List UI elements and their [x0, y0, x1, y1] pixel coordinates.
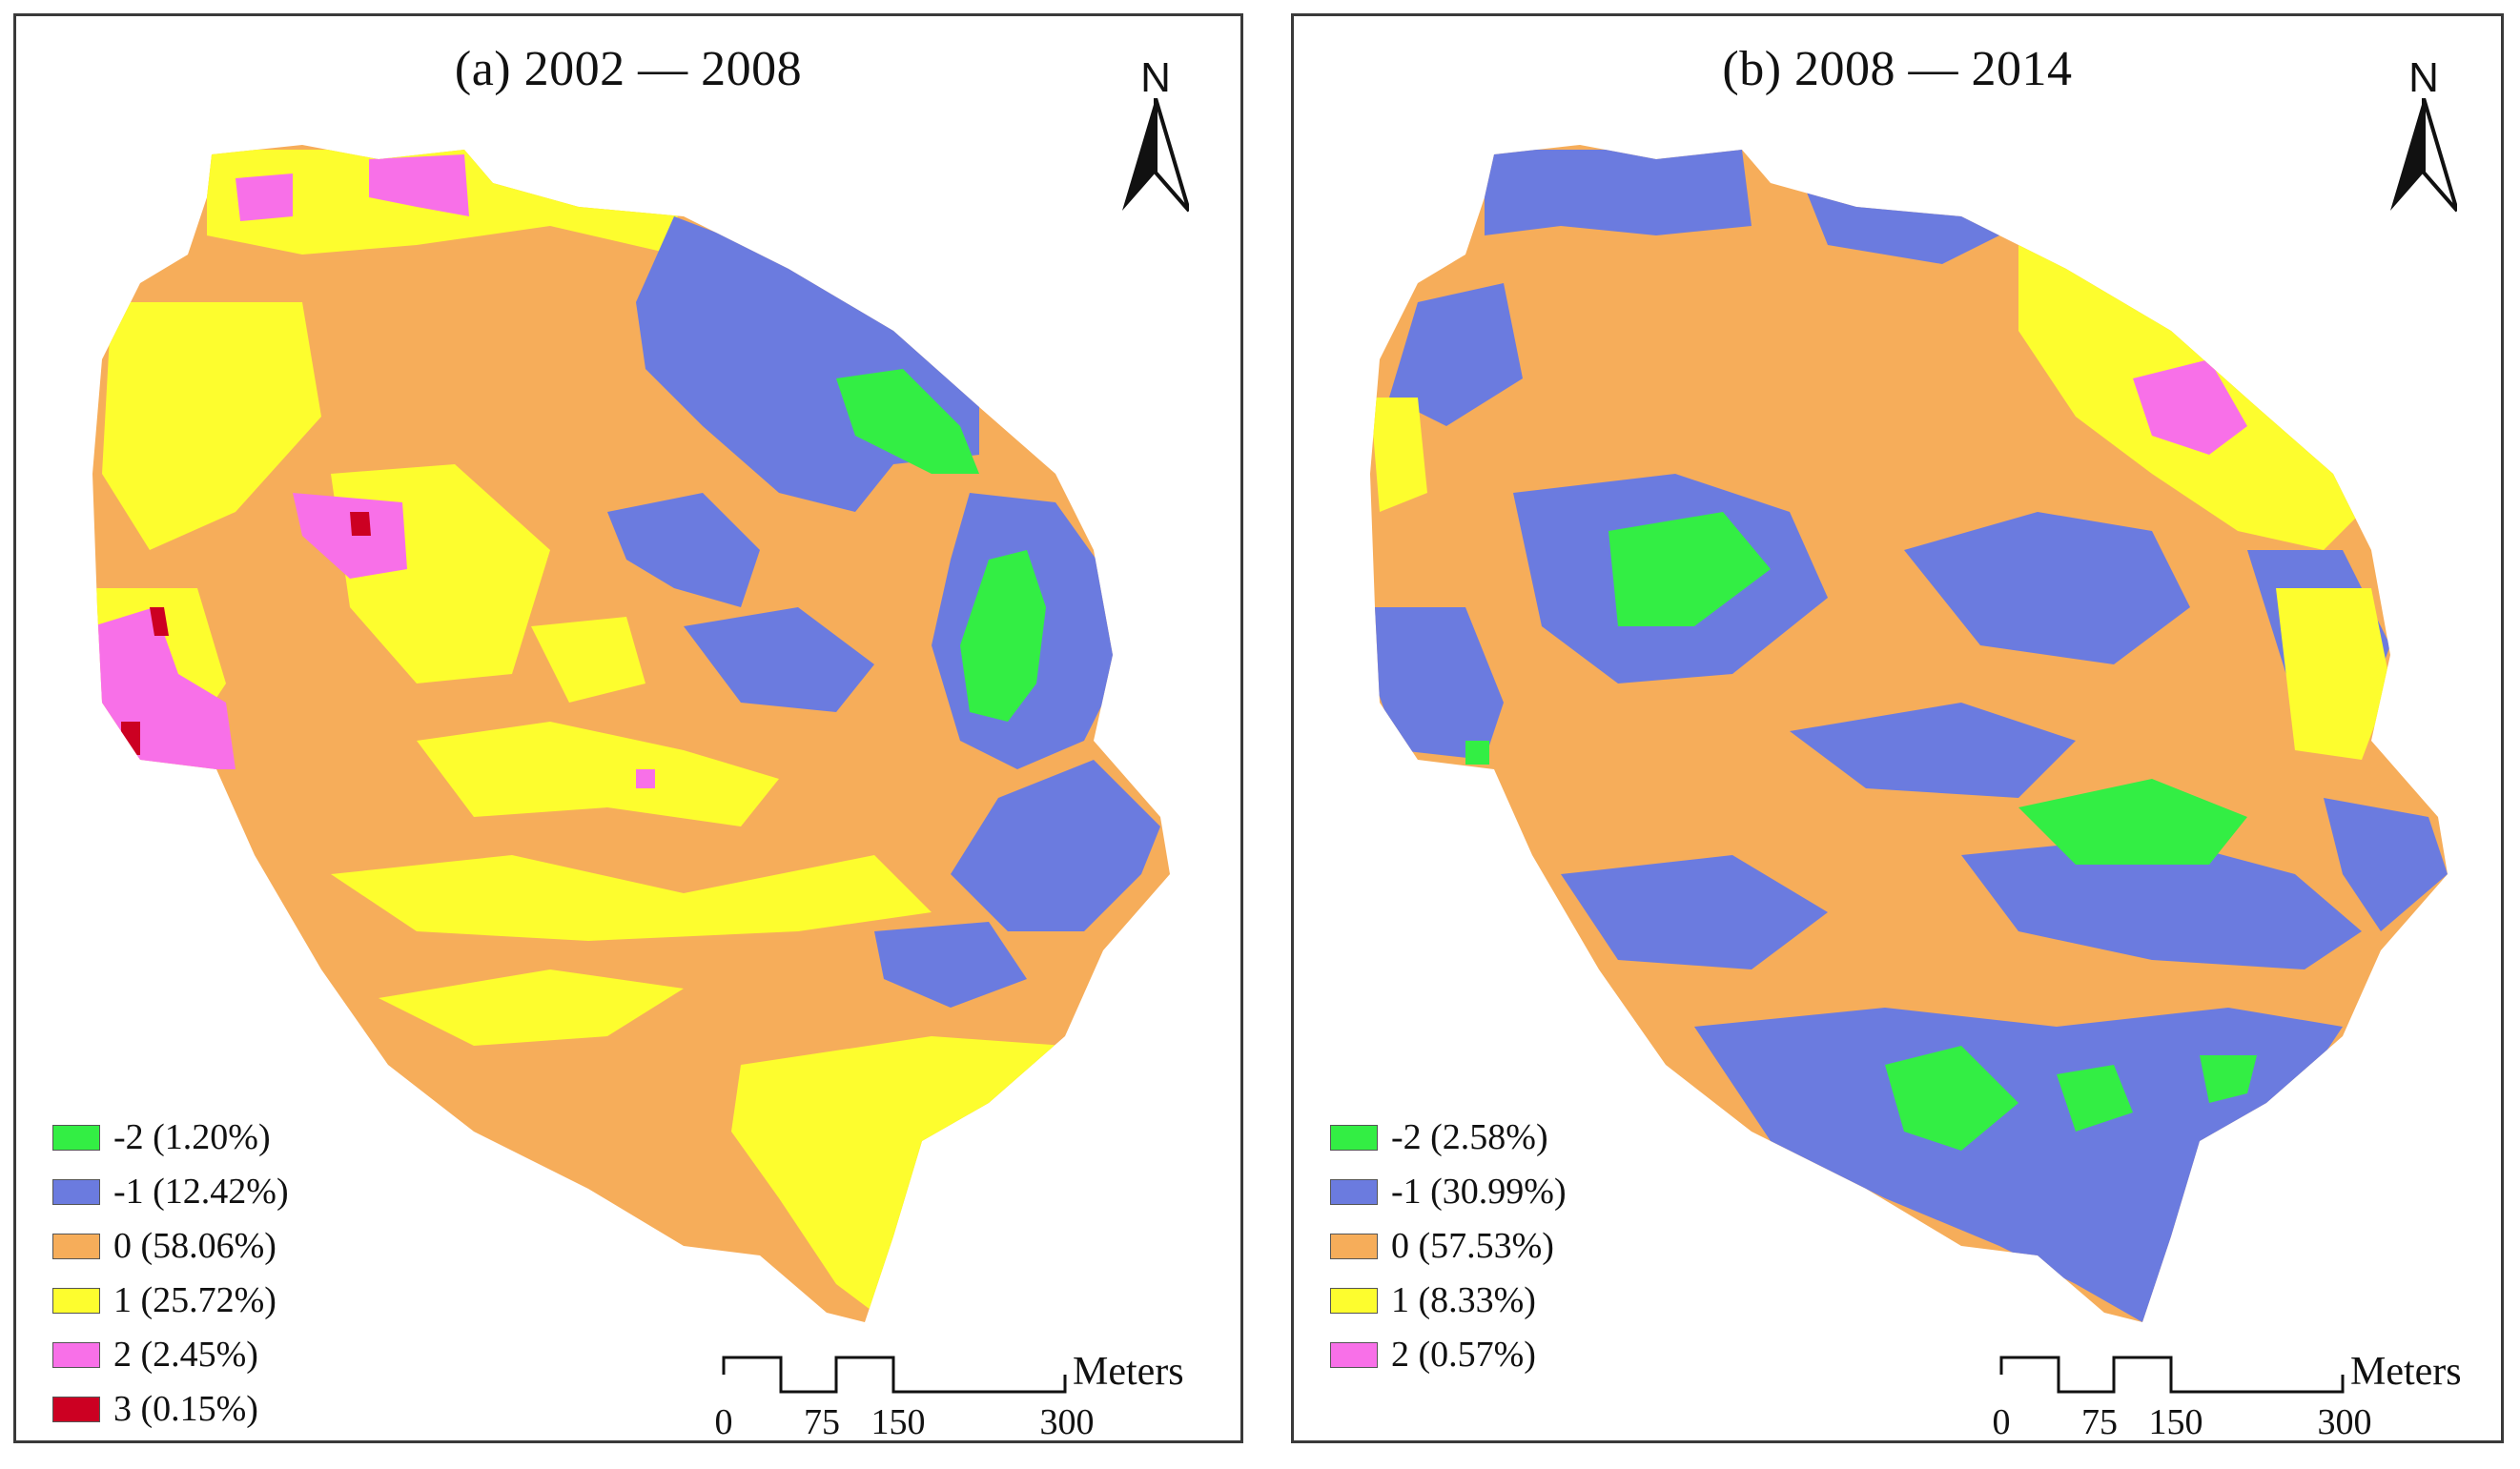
legend-swatch: [52, 1179, 100, 1205]
legend-label: -2 (2.58%): [1391, 1117, 1548, 1157]
legend-label: 1 (8.33%): [1391, 1280, 1536, 1320]
legend-swatch: [1330, 1234, 1378, 1259]
panel-title-a: (a) 2002 — 2008: [454, 42, 803, 96]
change-map-b: [1370, 145, 2448, 1322]
scale-tick: 150: [2148, 1402, 2203, 1442]
legend-swatch: [52, 1234, 100, 1259]
scale-tick: 0: [1992, 1402, 2011, 1442]
scale-bar-a: Meters 0 75 150 300: [715, 1350, 1240, 1442]
legend-swatch: [1330, 1288, 1378, 1314]
legend-item: 1 (25.72%): [52, 1274, 289, 1328]
legend-label: -2 (1.20%): [113, 1117, 271, 1157]
map-panel-b: (b) 2008 — 2014 N -2 (2.58%) -1 (30.99%) 0…: [1291, 13, 2504, 1443]
scale-tick: 300: [1039, 1402, 1095, 1442]
scale-tick: 75: [804, 1402, 840, 1442]
scale-bar-graphic: [722, 1356, 1067, 1394]
legend-label: -1 (12.42%): [113, 1172, 289, 1212]
scale-bar-graphic: [1999, 1356, 2345, 1394]
legend-a: -2 (1.20%) -1 (12.42%) 0 (58.06%) 1 (25.72%…: [52, 1111, 289, 1437]
legend-swatch: [52, 1397, 100, 1422]
legend-label: 1 (25.72%): [113, 1280, 277, 1320]
legend-item: -1 (12.42%): [52, 1165, 289, 1219]
legend-label: -1 (30.99%): [1391, 1172, 1567, 1212]
legend-item: -2 (2.58%): [1330, 1111, 1567, 1165]
legend-item: -2 (1.20%): [52, 1111, 289, 1165]
legend-label: 2 (2.45%): [113, 1335, 258, 1375]
legend-item: 3 (0.15%): [52, 1382, 289, 1437]
north-arrow-icon: [2390, 98, 2457, 213]
legend-label: 0 (58.06%): [113, 1226, 277, 1266]
map-panel-a: (a) 2002 — 2008 N -2 (1.20%) -1 (12.42%) 0…: [13, 13, 1243, 1443]
north-label: N: [1140, 54, 1171, 101]
legend-swatch: [1330, 1342, 1378, 1368]
legend-swatch: [1330, 1125, 1378, 1151]
scale-unit: Meters: [1073, 1350, 1184, 1394]
scale-tick: 150: [871, 1402, 926, 1442]
legend-b: -2 (2.58%) -1 (30.99%) 0 (57.53%) 1 (8.33%)…: [1330, 1111, 1567, 1382]
north-arrow-a: N: [1113, 54, 1199, 216]
scale-tick: 75: [2081, 1402, 2118, 1442]
north-arrow-b: N: [2381, 54, 2467, 216]
legend-item: 0 (58.06%): [52, 1219, 289, 1274]
legend-item: 2 (2.45%): [52, 1328, 289, 1382]
north-arrow-icon: [1122, 98, 1189, 213]
legend-label: 3 (0.15%): [113, 1389, 258, 1429]
legend-swatch: [52, 1288, 100, 1314]
scale-tick: 0: [714, 1402, 733, 1442]
legend-item: 1 (8.33%): [1330, 1274, 1567, 1328]
legend-item: -1 (30.99%): [1330, 1165, 1567, 1219]
panel-title-b: (b) 2008 — 2014: [1722, 42, 2073, 96]
change-map-a: [92, 145, 1170, 1322]
legend-item: 2 (0.57%): [1330, 1328, 1567, 1382]
legend-label: 2 (0.57%): [1391, 1335, 1536, 1375]
scale-unit: Meters: [2350, 1350, 2462, 1394]
legend-swatch: [1330, 1179, 1378, 1205]
north-label: N: [2408, 54, 2439, 101]
legend-swatch: [52, 1342, 100, 1368]
legend-label: 0 (57.53%): [1391, 1226, 1554, 1266]
scale-tick: 300: [2317, 1402, 2372, 1442]
scale-bar-b: Meters 0 75 150 300: [1993, 1350, 2501, 1442]
legend-swatch: [52, 1125, 100, 1151]
legend-item: 0 (57.53%): [1330, 1219, 1567, 1274]
